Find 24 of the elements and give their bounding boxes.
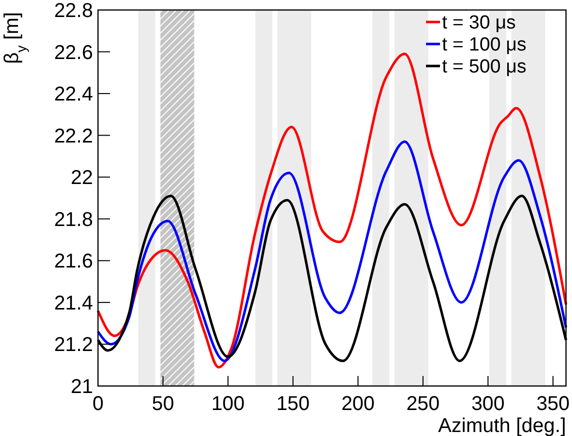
x-tick-label: 150 — [276, 393, 310, 415]
legend-label: t = 100 μs — [442, 34, 526, 56]
y-tick-label: 21.2 — [54, 334, 93, 356]
y-tick-label: 22.6 — [54, 42, 93, 64]
y-tick-label: 21.8 — [54, 208, 93, 231]
y-tick-label: 21.4 — [54, 292, 93, 314]
x-tick-label: 100 — [211, 393, 245, 415]
y-tick-label: 21 — [70, 376, 93, 398]
y-tick-label: 22.4 — [54, 84, 93, 106]
x-tick-label: 250 — [406, 393, 440, 415]
y-tick-label: 21.6 — [54, 250, 93, 273]
x-tick-label: 50 — [152, 393, 174, 415]
y-tick-label: 22.8 — [54, 0, 93, 22]
y-tick-label: 22 — [70, 167, 93, 190]
x-tick-label: 300 — [471, 393, 505, 415]
x-tick-label: 350 — [536, 393, 570, 415]
line-series — [96, 52, 568, 368]
x-tick-label: 0 — [92, 393, 104, 415]
x-axis-title: Azimuth [deg.] — [438, 415, 566, 436]
legend-label: t = 500 μs — [442, 56, 526, 78]
line-series — [96, 140, 568, 362]
x-tick-label: 200 — [341, 393, 375, 415]
y-tick-label: 22.2 — [54, 125, 93, 148]
legend-label: t = 30 μs — [442, 12, 516, 34]
